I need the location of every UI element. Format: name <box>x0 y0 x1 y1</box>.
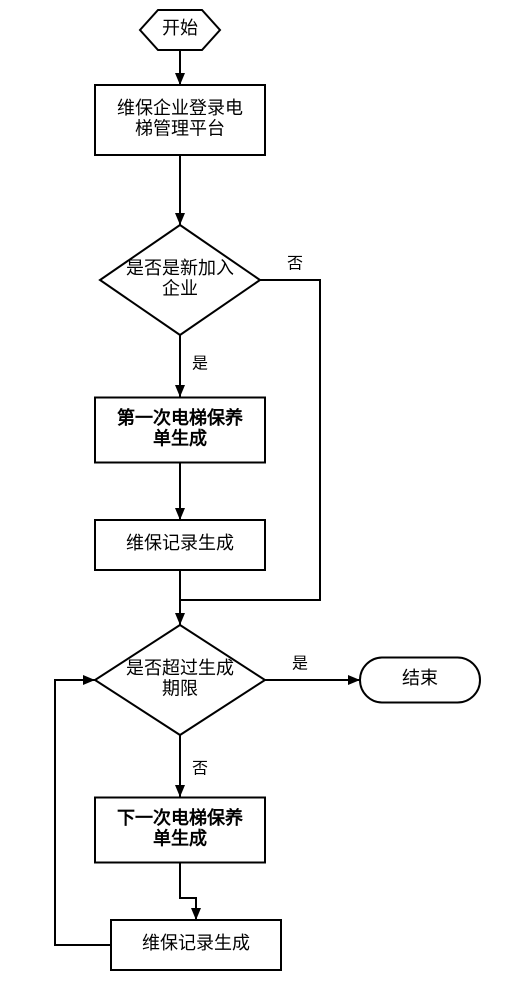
svg-text:否: 否 <box>287 256 303 273</box>
svg-text:维保记录生成: 维保记录生成 <box>142 933 250 953</box>
svg-text:单生成: 单生成 <box>153 827 207 848</box>
svg-text:期限: 期限 <box>162 678 198 698</box>
svg-text:否: 否 <box>192 761 208 778</box>
svg-text:是: 是 <box>292 656 308 673</box>
svg-text:开始: 开始 <box>162 18 198 38</box>
node-start: 开始 <box>140 10 220 50</box>
svg-text:下一次电梯保养: 下一次电梯保养 <box>117 807 244 828</box>
svg-text:单生成: 单生成 <box>153 427 207 448</box>
node-end: 结束 <box>360 658 480 703</box>
node-d_new: 是否是新加入企业 <box>100 225 260 335</box>
node-rec1: 维保记录生成 <box>95 520 265 570</box>
svg-text:第一次电梯保养: 第一次电梯保养 <box>117 407 244 428</box>
svg-text:是否超过生成: 是否超过生成 <box>126 658 234 678</box>
flowchart-canvas: 是否是否开始维保企业登录电梯管理平台是否是新加入企业第一次电梯保养单生成维保记录… <box>0 0 521 1000</box>
svg-text:维保记录生成: 维保记录生成 <box>126 533 234 553</box>
svg-text:是否是新加入: 是否是新加入 <box>126 258 234 278</box>
svg-text:企业: 企业 <box>162 278 198 298</box>
node-next_gen: 下一次电梯保养单生成 <box>95 798 265 863</box>
node-login: 维保企业登录电梯管理平台 <box>95 85 265 155</box>
svg-text:是: 是 <box>192 356 208 373</box>
node-rec2: 维保记录生成 <box>111 920 281 970</box>
svg-text:梯管理平台: 梯管理平台 <box>135 118 225 138</box>
svg-text:结束: 结束 <box>402 668 438 688</box>
svg-text:维保企业登录电: 维保企业登录电 <box>117 98 243 118</box>
node-d_expire: 是否超过生成期限 <box>95 625 265 735</box>
node-first_gen: 第一次电梯保养单生成 <box>95 398 265 463</box>
